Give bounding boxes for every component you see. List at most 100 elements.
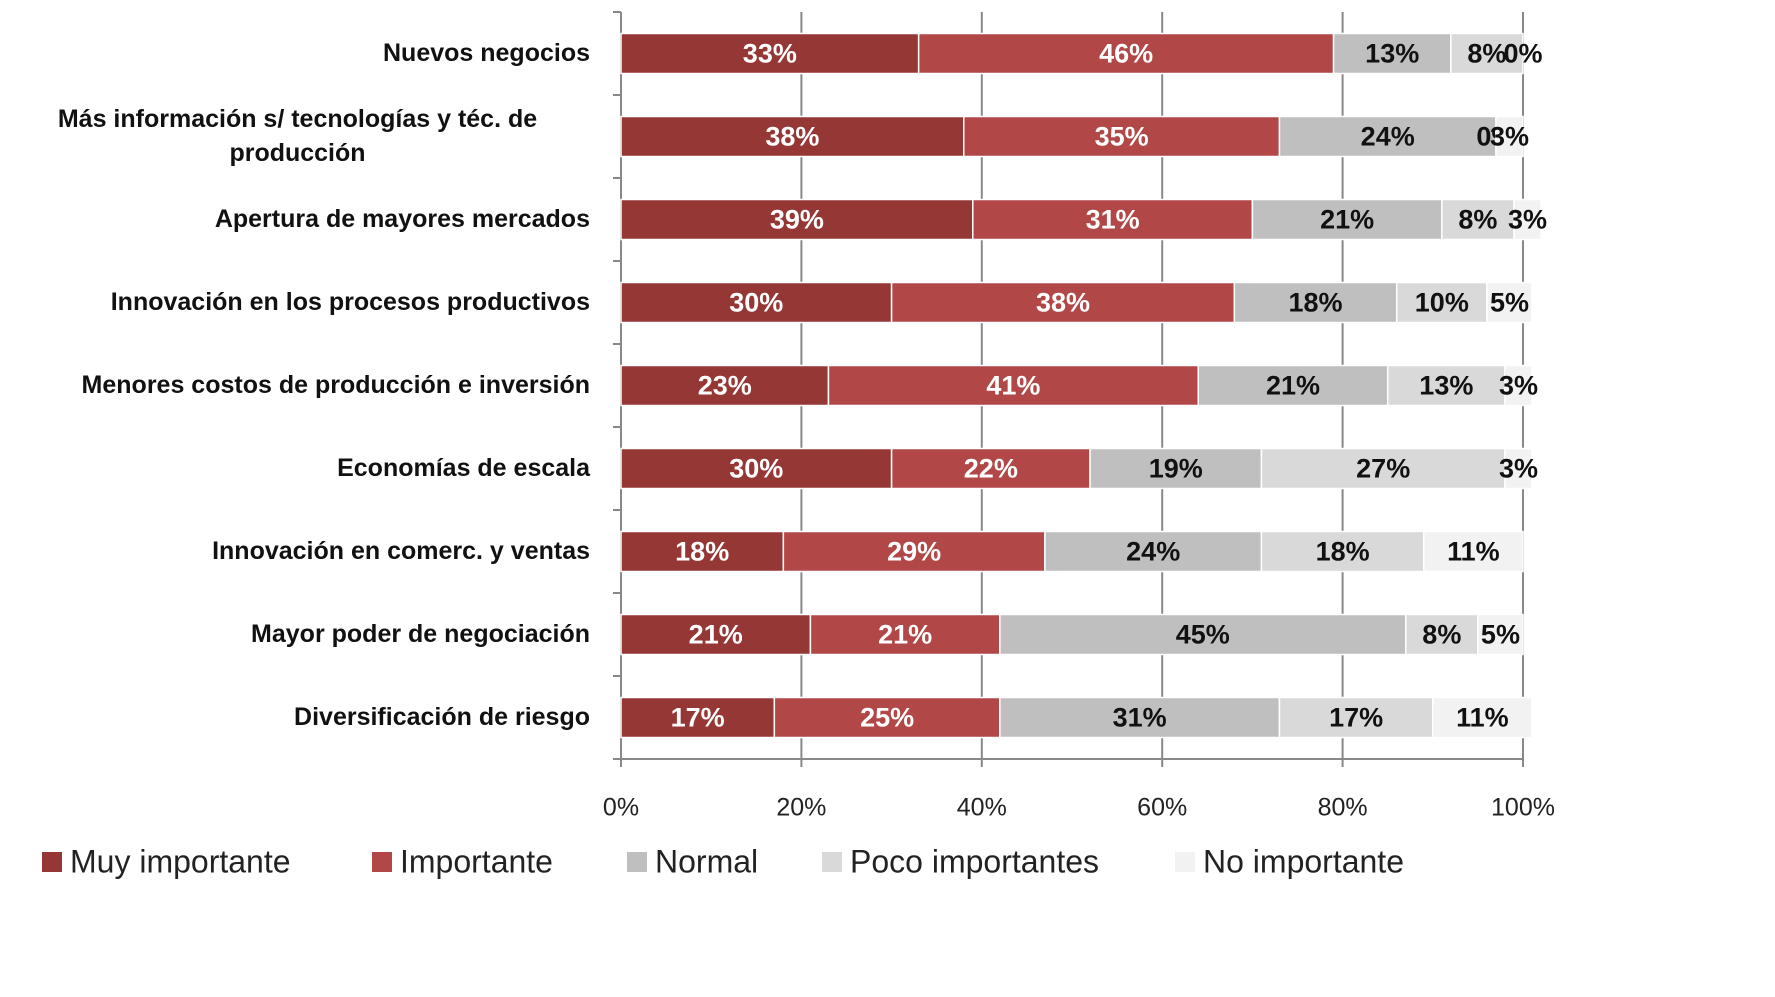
data-label: 17%	[671, 703, 725, 733]
category-label-box: Más información s/ tecnologías y téc. de…	[5, 95, 590, 178]
data-label: 46%	[1099, 39, 1153, 69]
bar-segment	[890, 447, 1091, 490]
data-label: 19%	[1149, 454, 1203, 484]
y-tick-label: Más información s/ tecnologías y téc. de…	[57, 104, 538, 167]
legend-swatch	[372, 852, 392, 872]
bar-segment	[782, 530, 1046, 573]
data-label: 30%	[729, 288, 783, 318]
bar-segment	[1432, 696, 1533, 739]
bar-segment	[620, 115, 965, 158]
bar-segment	[963, 115, 1281, 158]
y-tick-label: Economías de escala	[337, 453, 590, 482]
legend-swatch	[627, 852, 647, 872]
y-tick-label: Menores costos de producción e inversión	[81, 370, 590, 399]
legend-swatch	[42, 852, 62, 872]
y-tick-label: Mayor poder de negociación	[251, 619, 590, 648]
legend-label: Poco importantes	[850, 843, 1099, 879]
data-label: 35%	[1095, 122, 1149, 152]
category-label-box: Economías de escala	[337, 427, 590, 510]
data-label: 21%	[1266, 371, 1320, 401]
legend-label: Muy importante	[70, 843, 291, 879]
category-label-box: Innovación en comerc. y ventas	[212, 510, 590, 593]
data-label: 18%	[1289, 288, 1343, 318]
data-label: 23%	[698, 371, 752, 401]
y-tick-label: Diversificación de riesgo	[294, 702, 590, 731]
category-label-box: Apertura de mayores mercados	[215, 178, 590, 261]
bar-segment	[1404, 613, 1479, 656]
bar-segment	[620, 530, 785, 573]
bar-segment	[1441, 198, 1515, 241]
bar-segment	[1197, 364, 1389, 407]
bar-segment	[1513, 198, 1542, 241]
data-label: 29%	[887, 537, 941, 567]
data-label: 11%	[1447, 537, 1500, 567]
data-label: 13%	[1419, 371, 1473, 401]
data-label: 24%	[1361, 122, 1415, 152]
bar-segment	[827, 364, 1200, 407]
bar-segment	[999, 613, 1407, 656]
data-label: 3%	[1490, 122, 1529, 152]
bar-segment	[1495, 115, 1524, 158]
x-tick-label: 0%	[603, 794, 639, 822]
data-label: 25%	[860, 703, 914, 733]
bar-segment	[1089, 447, 1263, 490]
bar-segment	[1504, 447, 1533, 490]
bar-segment	[1278, 115, 1497, 158]
data-label: 27%	[1356, 454, 1410, 484]
data-label: 41%	[986, 371, 1040, 401]
bar-segment	[1044, 530, 1263, 573]
bar-segment	[1260, 447, 1506, 490]
bar-segment	[620, 696, 776, 739]
bar-segment	[1504, 364, 1533, 407]
bar-segment	[890, 281, 1236, 324]
data-label: 5%	[1481, 620, 1520, 650]
category-label-box: Innovación en los procesos productivos	[111, 261, 590, 344]
bar-segment	[1477, 613, 1524, 656]
data-label: 8%	[1467, 39, 1506, 69]
data-label: 31%	[1113, 703, 1167, 733]
x-tick-label: 40%	[957, 794, 1007, 822]
data-label: 3%	[1499, 371, 1538, 401]
data-label: 21%	[1320, 205, 1374, 235]
data-label: 18%	[1316, 537, 1370, 567]
data-label: 24%	[1126, 537, 1180, 567]
bar-segment	[1332, 32, 1452, 75]
data-label: 39%	[770, 205, 824, 235]
y-tick-label: Innovación en comerc. y ventas	[212, 536, 590, 565]
data-label: 31%	[1086, 205, 1140, 235]
data-label: 13%	[1365, 39, 1419, 69]
bar-segment	[1233, 281, 1398, 324]
y-tick-label: Apertura de mayores mercados	[214, 204, 590, 233]
bar-segment	[1251, 198, 1443, 241]
data-label: 45%	[1176, 620, 1230, 650]
legend-label: Importante	[400, 843, 553, 879]
legend-label: Normal	[655, 843, 758, 879]
data-label: 8%	[1458, 205, 1497, 235]
category-label-box: Mayor poder de negociación	[251, 593, 590, 676]
data-label: 3%	[1499, 454, 1538, 484]
category-label-box: Nuevos negocios	[383, 12, 590, 95]
bar-segment	[1423, 530, 1524, 573]
data-label: 5%	[1490, 288, 1529, 318]
data-label: 0%	[1503, 39, 1542, 69]
bar-segment	[620, 32, 920, 75]
y-tick-label: Innovación en los procesos productivos	[110, 287, 590, 316]
bar-segment	[1486, 281, 1533, 324]
data-label: 21%	[878, 620, 932, 650]
data-label: 38%	[1036, 288, 1090, 318]
data-label: 18%	[675, 537, 729, 567]
data-label: 30%	[729, 454, 783, 484]
legend-swatch	[822, 852, 842, 872]
data-label: 8%	[1422, 620, 1461, 650]
bar-segment	[972, 198, 1254, 241]
data-label: 11%	[1456, 703, 1509, 733]
bar-segment	[620, 198, 974, 241]
data-label: 33%	[743, 39, 797, 69]
data-label: 22%	[964, 454, 1018, 484]
data-label: 17%	[1329, 703, 1383, 733]
x-tick-label: 100%	[1491, 794, 1555, 822]
x-tick-label: 80%	[1318, 794, 1368, 822]
x-tick-label: 20%	[776, 794, 826, 822]
